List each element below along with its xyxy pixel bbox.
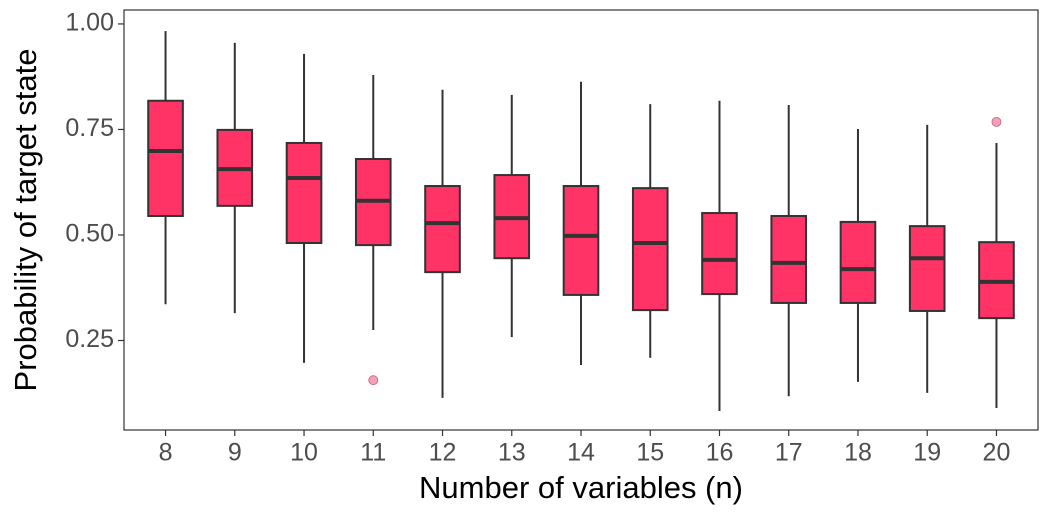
x-tick-label: 16 — [706, 439, 734, 467]
box — [285, 141, 323, 245]
y-tick-label: 0.50 — [65, 220, 114, 248]
x-tick-label: 9 — [228, 439, 242, 467]
x-tick-label: 17 — [775, 439, 803, 467]
y-axis-title: Probability of target state — [8, 49, 43, 392]
y-tick-label: 0.75 — [65, 114, 114, 142]
x-tick-label: 10 — [290, 439, 318, 467]
outlier — [991, 116, 1002, 127]
x-tick-label: 15 — [636, 439, 664, 467]
x-tick-label: 11 — [360, 439, 386, 467]
box — [839, 220, 877, 304]
x-tick-label: 8 — [159, 439, 173, 467]
x-tick-label: 18 — [844, 439, 872, 467]
x-tick-label: 12 — [429, 439, 457, 467]
x-tick-label: 19 — [913, 439, 941, 467]
x-tick-label: 14 — [567, 439, 595, 467]
box — [770, 214, 808, 304]
box — [147, 99, 184, 217]
x-axis-title: Number of variables (n) — [419, 470, 743, 505]
box — [424, 185, 461, 274]
box — [701, 212, 738, 296]
box — [562, 185, 600, 296]
x-tick-label: 13 — [498, 439, 526, 467]
x-tick-label: 20 — [983, 439, 1011, 467]
box — [631, 187, 669, 312]
y-tick-label: 0.25 — [65, 325, 114, 353]
box — [908, 225, 946, 312]
y-tick-label: 1.00 — [65, 9, 114, 37]
outlier — [368, 375, 379, 386]
